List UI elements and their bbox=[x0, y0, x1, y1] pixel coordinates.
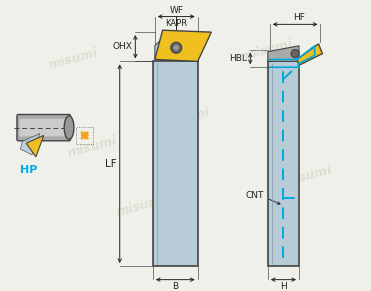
Polygon shape bbox=[155, 30, 211, 61]
Polygon shape bbox=[297, 44, 322, 65]
Circle shape bbox=[291, 50, 299, 58]
Text: KAPR: KAPR bbox=[165, 19, 187, 28]
Text: misumi: misumi bbox=[47, 47, 99, 72]
Ellipse shape bbox=[64, 116, 74, 139]
Polygon shape bbox=[20, 134, 40, 155]
Text: HF: HF bbox=[293, 13, 305, 22]
Text: CNT: CNT bbox=[246, 191, 264, 200]
Text: WF: WF bbox=[169, 6, 183, 15]
Text: misumi: misumi bbox=[280, 164, 333, 189]
Bar bbox=[153, 61, 198, 266]
Polygon shape bbox=[26, 135, 44, 157]
FancyBboxPatch shape bbox=[19, 119, 66, 136]
Text: OHX: OHX bbox=[112, 42, 132, 51]
Bar bbox=[268, 61, 299, 266]
Text: H: H bbox=[280, 282, 287, 291]
FancyBboxPatch shape bbox=[17, 114, 70, 141]
Text: LF: LF bbox=[105, 159, 117, 169]
Circle shape bbox=[174, 46, 178, 50]
Circle shape bbox=[171, 42, 181, 53]
Text: HBL: HBL bbox=[230, 54, 247, 63]
Polygon shape bbox=[155, 34, 198, 61]
Text: misumi: misumi bbox=[115, 193, 167, 219]
Text: B: B bbox=[172, 282, 178, 291]
Text: misumi: misumi bbox=[66, 134, 119, 160]
Text: misumi: misumi bbox=[242, 37, 294, 63]
Text: misumi: misumi bbox=[159, 105, 211, 131]
Text: HP: HP bbox=[20, 165, 38, 175]
Polygon shape bbox=[268, 46, 299, 61]
